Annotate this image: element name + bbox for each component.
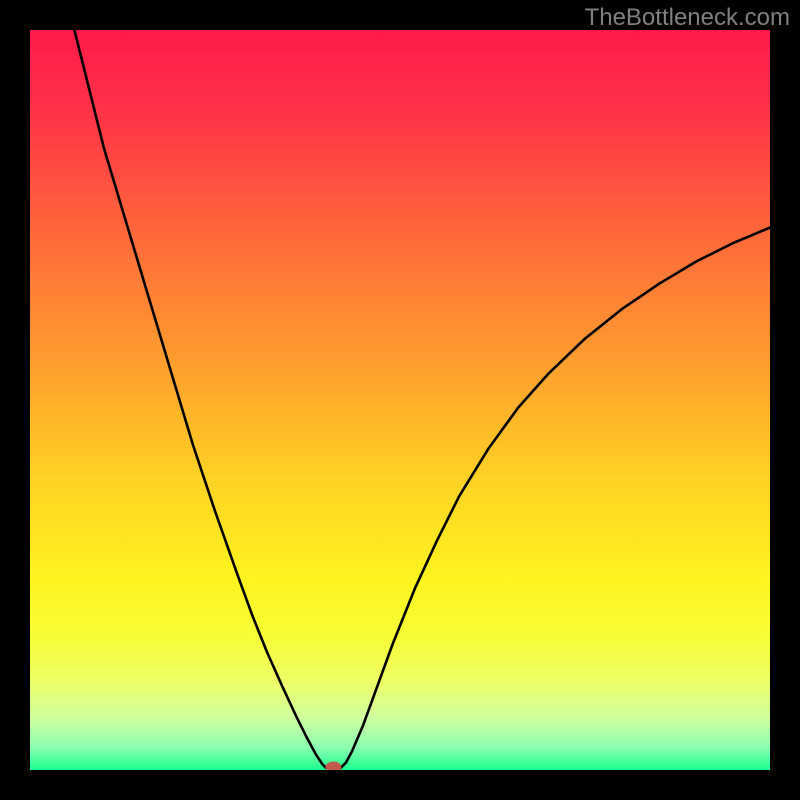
chart-background [30, 30, 770, 770]
watermark-text: TheBottleneck.com [585, 4, 790, 32]
chart-frame: TheBottleneck.com [0, 0, 800, 800]
chart-svg [30, 30, 770, 770]
plot-area [30, 30, 770, 770]
